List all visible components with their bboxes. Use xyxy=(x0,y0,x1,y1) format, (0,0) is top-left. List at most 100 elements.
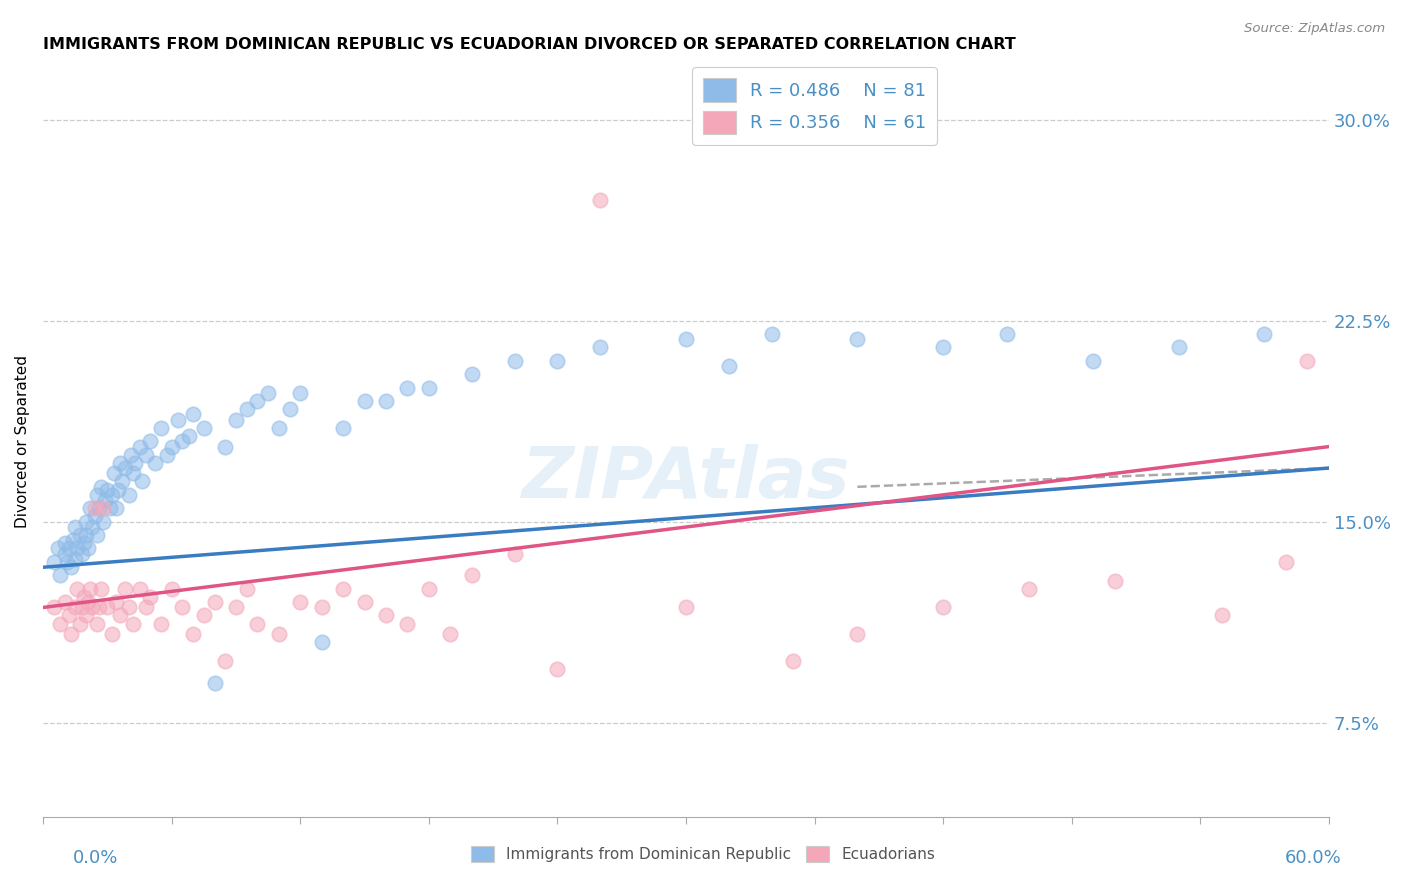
Point xyxy=(235,402,257,417)
Point xyxy=(122,616,145,631)
Point xyxy=(65,600,87,615)
Point xyxy=(86,528,108,542)
Point xyxy=(353,394,375,409)
Point xyxy=(332,421,354,435)
Point xyxy=(675,332,697,346)
Point xyxy=(717,359,740,374)
Point xyxy=(225,413,247,427)
Point xyxy=(66,541,89,556)
Point xyxy=(114,582,136,596)
Point xyxy=(204,595,226,609)
Point xyxy=(83,509,105,524)
Point xyxy=(58,608,80,623)
Text: ZIPAtlas: ZIPAtlas xyxy=(522,444,851,513)
Point xyxy=(150,421,173,435)
Point xyxy=(290,595,312,609)
Point xyxy=(1211,608,1233,623)
Point xyxy=(49,616,72,631)
Text: 0.0%: 0.0% xyxy=(73,849,118,867)
Point xyxy=(114,461,136,475)
Point xyxy=(172,600,194,615)
Point xyxy=(75,608,97,623)
Point xyxy=(761,326,783,341)
Point xyxy=(77,595,100,609)
Point xyxy=(461,368,484,382)
Point xyxy=(225,600,247,615)
Point xyxy=(181,627,204,641)
Point xyxy=(86,616,108,631)
Point xyxy=(110,608,132,623)
Point xyxy=(58,541,80,556)
Point xyxy=(461,568,484,582)
Point xyxy=(90,480,112,494)
Point xyxy=(204,675,226,690)
Point xyxy=(90,582,112,596)
Legend: R = 0.486    N = 81, R = 0.356    N = 61: R = 0.486 N = 81, R = 0.356 N = 61 xyxy=(692,68,936,145)
Point xyxy=(396,381,419,395)
Point xyxy=(311,635,333,649)
Point xyxy=(139,434,162,449)
Point xyxy=(418,582,440,596)
Point xyxy=(122,467,145,481)
Point xyxy=(96,483,118,497)
Point xyxy=(110,456,132,470)
Point xyxy=(177,429,200,443)
Point xyxy=(290,386,312,401)
Point xyxy=(995,326,1018,341)
Point xyxy=(193,421,215,435)
Point xyxy=(589,340,612,354)
Point xyxy=(150,616,173,631)
Point xyxy=(91,501,114,516)
Point xyxy=(246,394,269,409)
Point xyxy=(156,448,179,462)
Point xyxy=(73,590,96,604)
Point xyxy=(1081,354,1104,368)
Text: IMMIGRANTS FROM DOMINICAN REPUBLIC VS ECUADORIAN DIVORCED OR SEPARATED CORRELATI: IMMIGRANTS FROM DOMINICAN REPUBLIC VS EC… xyxy=(44,37,1017,53)
Point xyxy=(100,488,122,502)
Point xyxy=(55,555,77,569)
Point xyxy=(91,515,114,529)
Point xyxy=(46,541,69,556)
Point xyxy=(111,475,134,489)
Point xyxy=(73,536,96,550)
Point xyxy=(1104,574,1126,588)
Point xyxy=(193,608,215,623)
Point xyxy=(77,541,100,556)
Point xyxy=(546,662,568,676)
Point xyxy=(1253,326,1275,341)
Point xyxy=(546,354,568,368)
Point xyxy=(75,515,97,529)
Point xyxy=(257,386,280,401)
Point xyxy=(278,402,301,417)
Point xyxy=(214,440,236,454)
Point xyxy=(143,456,166,470)
Point xyxy=(70,547,93,561)
Point xyxy=(53,536,76,550)
Point xyxy=(83,501,105,516)
Point xyxy=(267,421,290,435)
Point xyxy=(62,533,84,548)
Point xyxy=(135,600,157,615)
Point xyxy=(332,582,354,596)
Point xyxy=(60,627,83,641)
Text: 60.0%: 60.0% xyxy=(1285,849,1341,867)
Point xyxy=(87,501,110,516)
Point xyxy=(82,520,104,534)
Point xyxy=(932,600,955,615)
Point xyxy=(235,582,257,596)
Point xyxy=(267,627,290,641)
Point xyxy=(75,528,97,542)
Point xyxy=(1167,340,1189,354)
Point xyxy=(932,340,955,354)
Point xyxy=(214,654,236,668)
Point xyxy=(418,381,440,395)
Point xyxy=(42,600,65,615)
Point xyxy=(79,501,101,516)
Point xyxy=(65,552,87,566)
Point xyxy=(118,600,141,615)
Point xyxy=(103,467,125,481)
Point xyxy=(1296,354,1319,368)
Point xyxy=(181,408,204,422)
Point xyxy=(105,595,128,609)
Point xyxy=(107,483,129,497)
